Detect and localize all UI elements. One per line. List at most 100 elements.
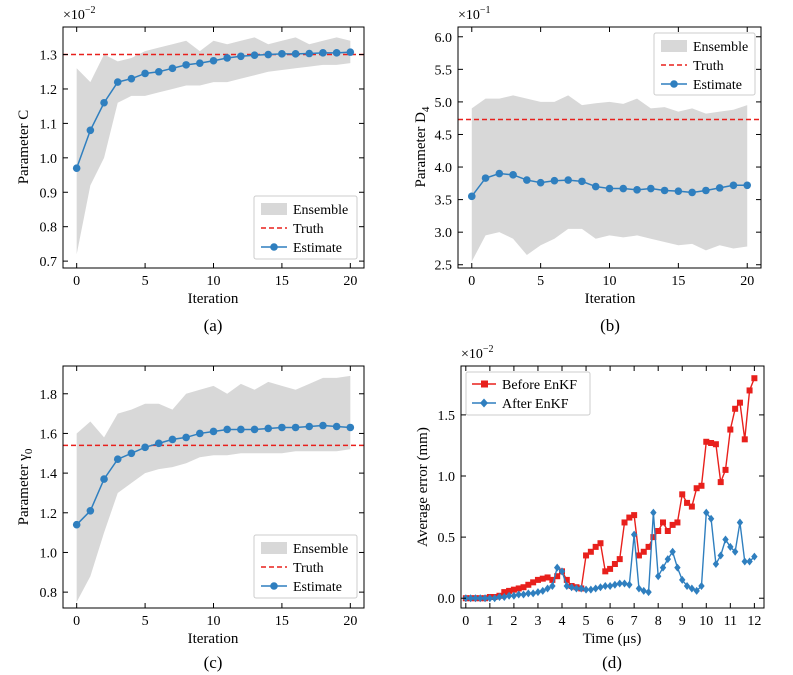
y-axis-label-c: Parameter γ0 xyxy=(16,448,35,525)
after-enkf-point xyxy=(659,563,667,572)
subcaption-a: (a) xyxy=(204,316,223,335)
x-tick-label-a: 15 xyxy=(275,274,289,289)
subcaption-b: (b) xyxy=(600,316,620,335)
before-enkf-point xyxy=(684,499,691,506)
before-enkf-point xyxy=(597,540,604,547)
x-tick-label-d: 12 xyxy=(747,614,761,629)
estimate-point-c xyxy=(305,422,314,431)
estimate-point-b xyxy=(509,171,517,179)
legend-label-estimate: Estimate xyxy=(293,241,342,256)
estimate-point-b xyxy=(536,178,545,187)
before-enkf-point xyxy=(616,556,623,563)
y-tick-label-d: 1.0 xyxy=(438,470,456,485)
after-enkf-point xyxy=(741,557,748,566)
y-tick-label-c: 1.6 xyxy=(40,427,58,442)
after-enkf-point xyxy=(717,551,724,560)
before-enkf-point xyxy=(645,543,652,550)
before-enkf-point xyxy=(693,485,700,492)
estimate-point-c xyxy=(250,425,259,434)
before-enkf-point xyxy=(712,441,719,448)
after-enkf-point xyxy=(645,588,652,597)
legend-label-truth: Truth xyxy=(693,59,724,74)
estimate-point-c xyxy=(237,425,245,434)
after-enkf-point xyxy=(712,560,720,568)
estimate-point-b xyxy=(605,184,614,193)
y-tick-label-a: 0.7 xyxy=(40,255,58,270)
ensemble-band-c xyxy=(76,375,351,603)
x-tick-label-b: 5 xyxy=(537,274,544,289)
after-enkf-point xyxy=(505,591,513,600)
subcaption-c: (c) xyxy=(204,653,223,672)
estimate-point-b xyxy=(647,184,655,193)
before-enkf-point xyxy=(635,552,642,559)
y-tick-label-b: 3.5 xyxy=(435,194,453,209)
before-enkf-point xyxy=(669,521,676,528)
after-enkf-point xyxy=(606,582,614,590)
before-enkf-point xyxy=(563,576,570,583)
legend-label-after-enkf: After EnKF xyxy=(502,397,569,412)
estimate-point-a xyxy=(127,74,136,83)
after-enkf-point xyxy=(568,583,575,592)
after-enkf-point xyxy=(563,582,571,590)
y-tick-label-a: 1.3 xyxy=(40,49,58,64)
after-enkf-point xyxy=(597,583,604,592)
estimate-point-c xyxy=(332,422,341,431)
subcaption-d: (d) xyxy=(602,653,622,672)
after-enkf-point xyxy=(707,514,715,523)
after-enkf-point xyxy=(650,508,657,517)
x-tick-label-a: 5 xyxy=(142,274,149,289)
y-tick-label-a: 0.8 xyxy=(40,221,58,236)
estimate-point-a xyxy=(86,126,95,135)
before-enkf-point xyxy=(708,440,715,446)
estimate-point-b xyxy=(591,182,600,191)
before-enkf-point xyxy=(674,519,681,526)
after-enkf-point xyxy=(621,579,628,588)
estimate-point-a xyxy=(113,78,122,86)
x-tick-label-b: 20 xyxy=(740,274,754,289)
estimate-point-a xyxy=(346,48,355,56)
before-enkf-point xyxy=(501,589,508,596)
y-tick-label-d: 0.5 xyxy=(438,531,456,546)
y-tick-label-b: 3.0 xyxy=(435,226,453,241)
estimate-point-a xyxy=(141,69,149,78)
y-axis-label-b: Parameter D4 xyxy=(413,106,432,187)
estimate-point-a xyxy=(291,50,300,58)
before-enkf-point xyxy=(515,585,522,592)
estimate-point-a xyxy=(168,64,177,73)
estimate-point-c xyxy=(223,425,231,434)
estimate-point-a xyxy=(264,50,273,59)
after-enkf-point xyxy=(510,591,518,600)
x-tick-label-c: 10 xyxy=(207,614,221,629)
y-tick-label-c: 1.2 xyxy=(40,507,58,522)
offset-label-a: ×10−2 xyxy=(63,5,96,23)
after-enkf-point xyxy=(515,590,522,599)
before-enkf-point xyxy=(544,574,551,581)
y-tick-label-a: 1.2 xyxy=(40,83,58,98)
after-enkf-point xyxy=(669,547,676,556)
x-tick-label-a: 20 xyxy=(343,274,357,289)
y-tick-label-b: 4.0 xyxy=(435,161,453,176)
x-tick-label-c: 0 xyxy=(73,614,80,629)
y-tick-label-b: 5.5 xyxy=(435,63,453,78)
after-enkf-point xyxy=(520,590,527,599)
estimate-point-a xyxy=(278,50,286,58)
after-enkf-point xyxy=(674,563,681,572)
x-tick-label-d: 8 xyxy=(655,614,662,629)
y-tick-label-c: 1.0 xyxy=(40,546,58,561)
after-enkf-point xyxy=(592,584,599,593)
after-enkf-point xyxy=(529,589,537,598)
estimate-point-b xyxy=(674,187,683,195)
estimate-point-c xyxy=(291,423,300,432)
after-enkf-point xyxy=(539,586,546,595)
estimate-point-a xyxy=(209,56,218,65)
before-enkf-point xyxy=(751,375,758,382)
legend-label-ensemble: Ensemble xyxy=(293,542,348,557)
legend-label-estimate: Estimate xyxy=(693,78,742,93)
estimate-point-b xyxy=(467,192,476,201)
estimate-point-b xyxy=(743,181,752,190)
after-enkf-point xyxy=(553,563,561,572)
estimate-point-a xyxy=(223,54,231,62)
before-enkf-point xyxy=(660,519,666,526)
after-enkf-point xyxy=(549,582,556,590)
